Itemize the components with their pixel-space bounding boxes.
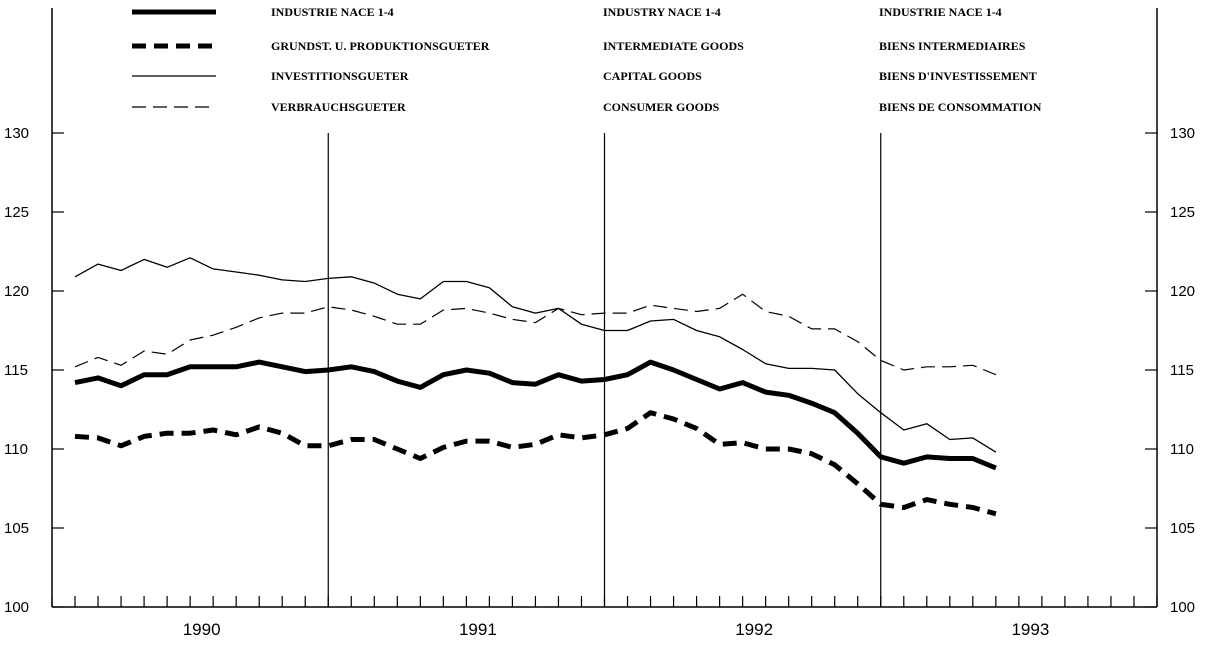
legend-text-en-2: INTERMEDIATE GOODS — [603, 39, 744, 53]
legend-text-fr-3: BIENS D'INVESTISSEMENT — [879, 69, 1037, 83]
y-tick-label-left-120: 120 — [4, 283, 29, 300]
legend-text-en-4: CONSUMER GOODS — [603, 100, 720, 114]
y-tick-label-left-100: 100 — [4, 599, 29, 616]
series-line-4 — [74, 293, 997, 376]
y-tick-label-left-105: 105 — [4, 520, 29, 537]
y-tick-label-right-125: 125 — [1170, 204, 1195, 221]
y-tick-label-right-110: 110 — [1170, 441, 1194, 458]
legend-text-de-4: VERBRAUCHSGUETER — [271, 100, 406, 114]
y-tick-label-right-130: 130 — [1170, 125, 1195, 142]
year-label-1992: 1992 — [735, 620, 773, 639]
y-tick-label-left-125: 125 — [4, 204, 29, 221]
legend-text-de-1: INDUSTRIE NACE 1-4 — [271, 5, 394, 19]
y-tick-label-left-130: 130 — [4, 125, 29, 142]
y-tick-label-right-120: 120 — [1170, 283, 1195, 300]
y-tick-label-right-100: 100 — [1170, 599, 1195, 616]
y-tick-label-left-110: 110 — [4, 441, 28, 458]
legend-text-de-2: GRUNDST. U. PRODUKTIONSGUETER — [271, 39, 490, 53]
year-label-1990: 1990 — [183, 620, 221, 639]
legend-text-fr-1: INDUSTRIE NACE 1-4 — [879, 5, 1002, 19]
y-tick-label-right-115: 115 — [1170, 362, 1194, 379]
year-label-1991: 1991 — [459, 620, 497, 639]
series-line-1 — [74, 359, 997, 471]
legend: INDUSTRIE NACE 1-4 GRUNDST. U. PRODUKTION… — [132, 5, 1042, 114]
series-lines — [74, 257, 997, 517]
legend-text-en-3: CAPITAL GOODS — [603, 69, 702, 83]
series-line-3 — [74, 257, 997, 453]
series-line-2 — [74, 410, 997, 517]
legend-text-de-3: INVESTITIONSGUETER — [271, 69, 409, 83]
axes: 100 100 105 105 110 110 115 115 120 120 125 125 130 1… — [4, 8, 1195, 639]
year-label-1993: 1993 — [1011, 620, 1049, 639]
legend-text-fr-2: BIENS INTERMEDIAIRES — [879, 39, 1026, 53]
y-tick-label-left-115: 115 — [4, 362, 28, 379]
legend-text-fr-4: BIENS DE CONSOMMATION — [879, 100, 1042, 114]
y-tick-label-right-105: 105 — [1170, 520, 1195, 537]
legend-text-en-1: INDUSTRY NACE 1-4 — [603, 5, 721, 19]
